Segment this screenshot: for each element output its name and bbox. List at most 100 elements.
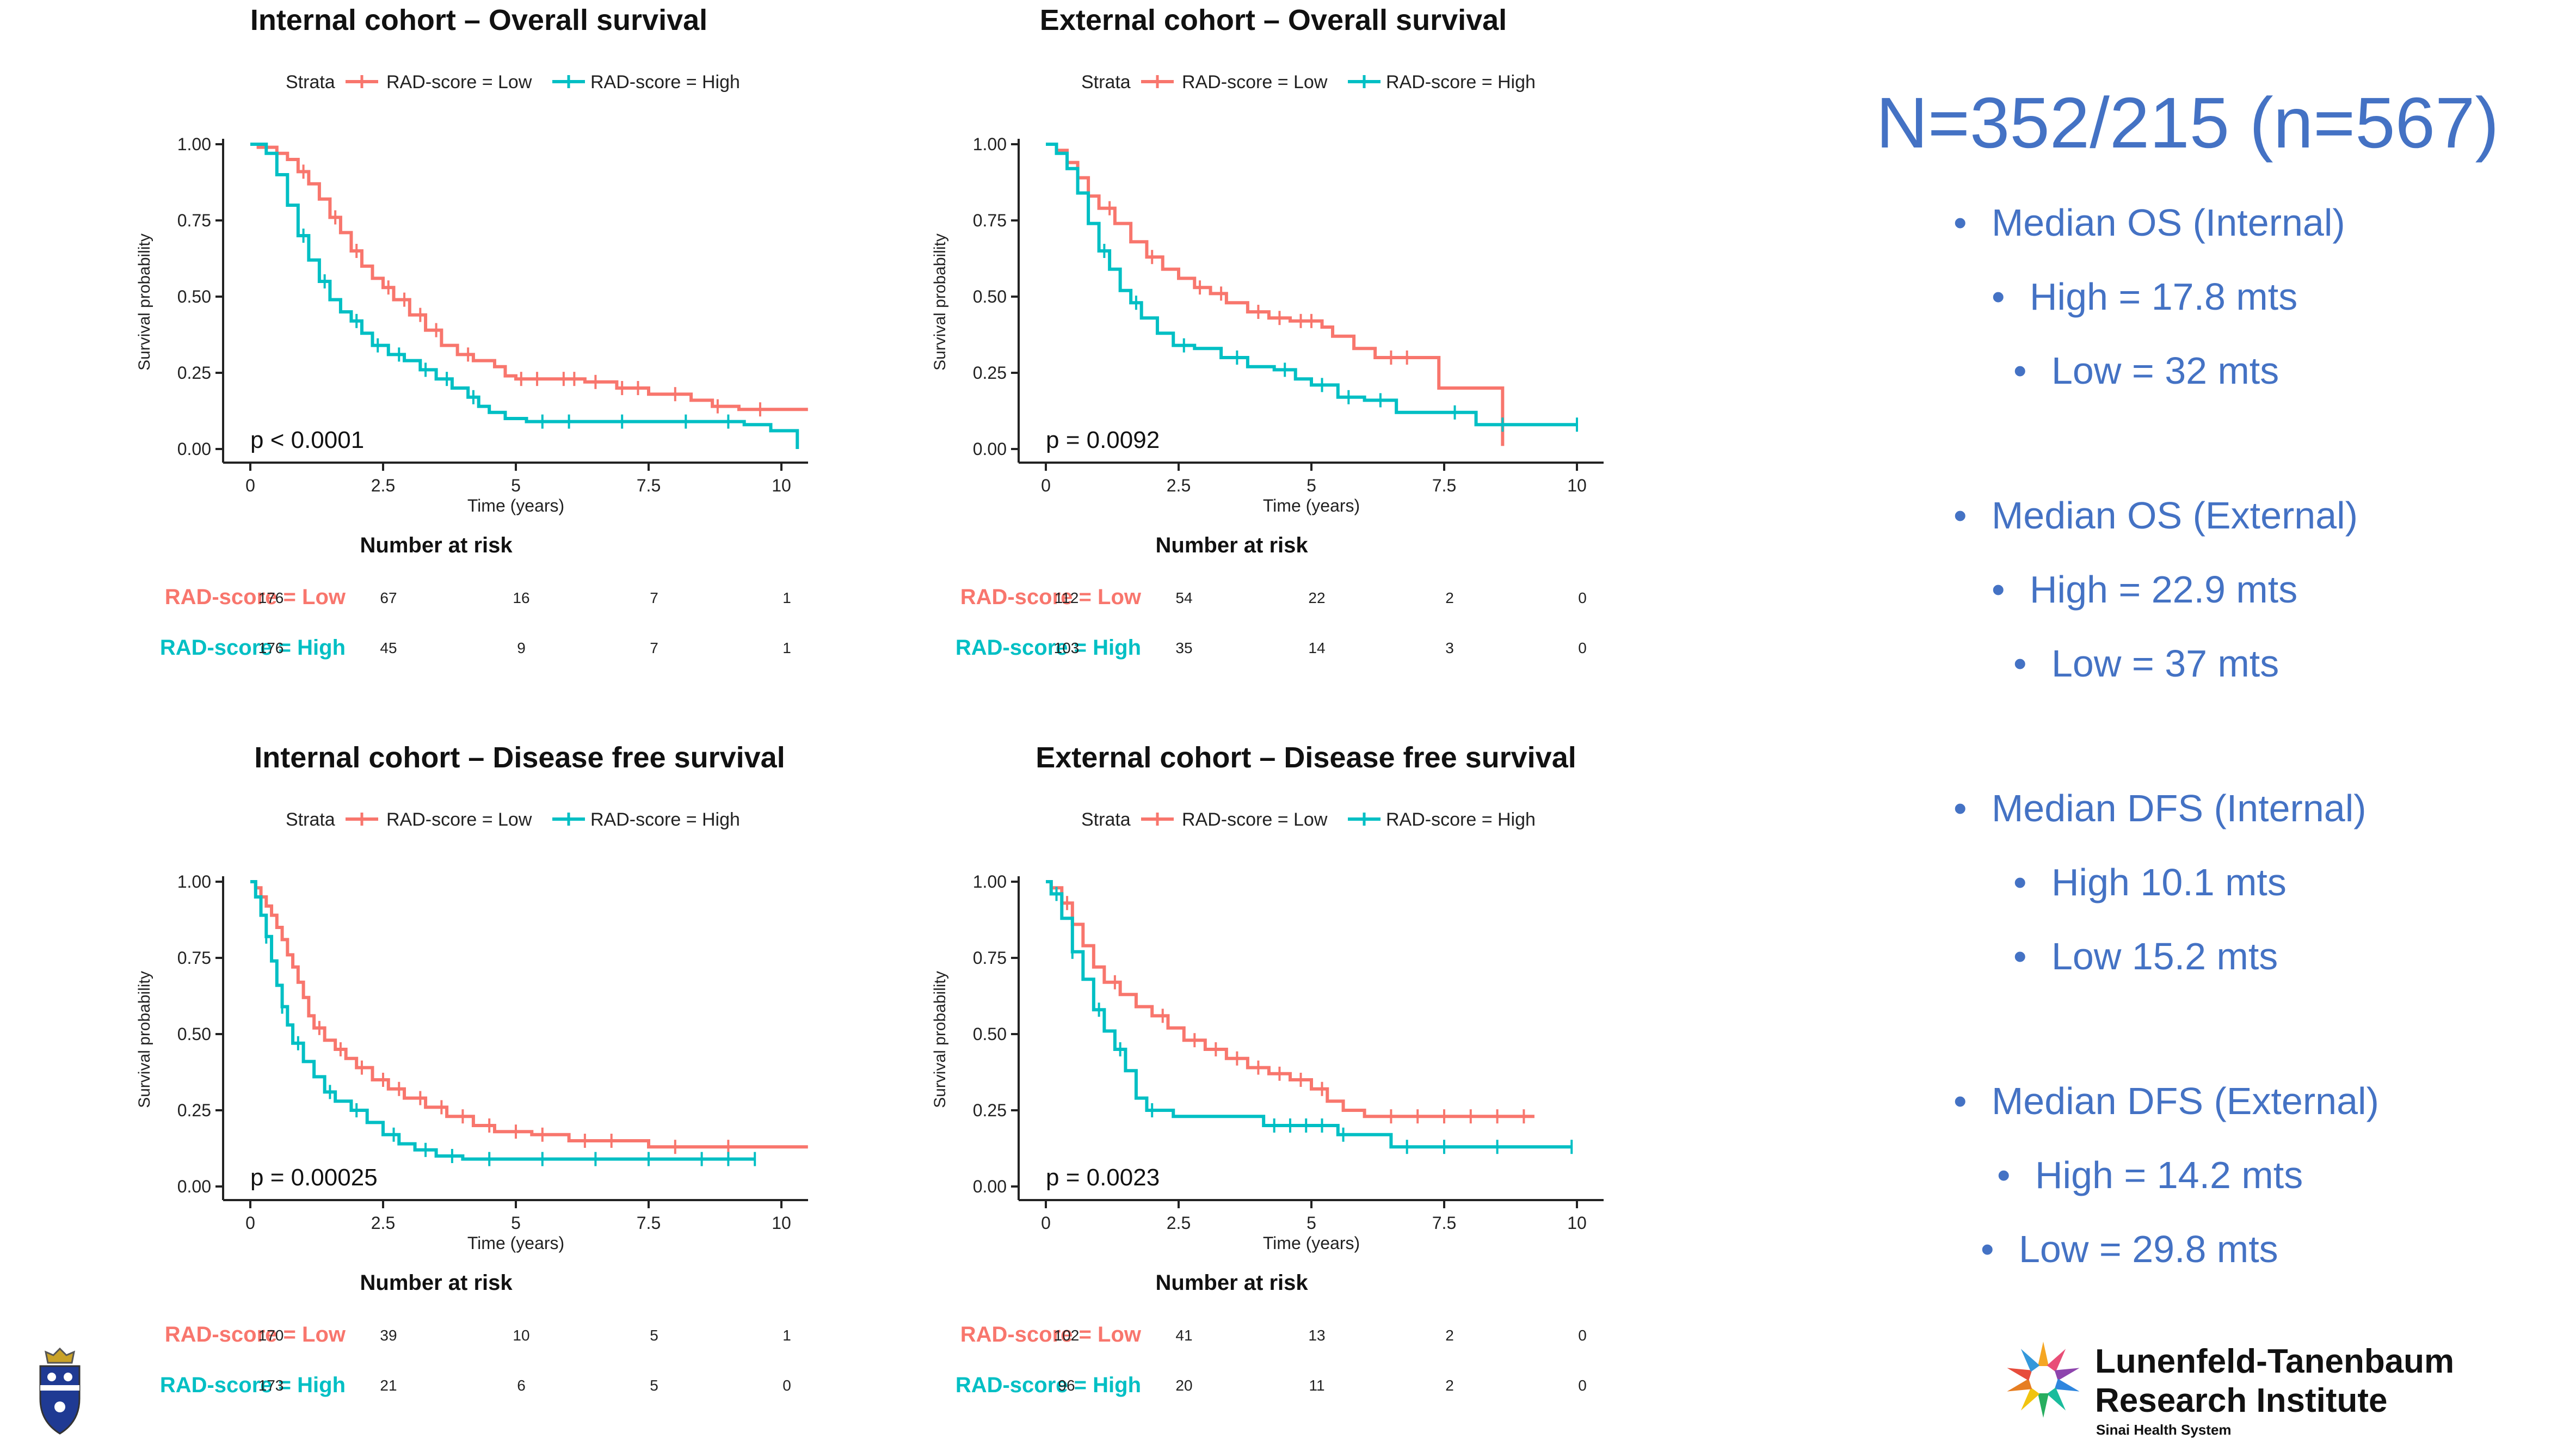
risk-count-high: 0 [1578, 640, 1587, 656]
x-tick-label: 2.5 [371, 476, 395, 495]
x-axis-label: Time (years) [1263, 496, 1360, 515]
y-tick-label: 0.00 [973, 1177, 1007, 1196]
summary-item-text: Median DFS (External) [1992, 1080, 2379, 1122]
y-tick-label: 0.25 [177, 1100, 211, 1120]
risk-count-high: 5 [650, 1377, 658, 1394]
x-tick-label: 7.5 [1432, 476, 1456, 495]
risk-count-low: 176 [258, 589, 284, 606]
km-panel-1: Internal cohort – Overall survival Strata… [135, 4, 808, 660]
legend-low-label: RAD-score = Low [1182, 72, 1328, 93]
x-tick-label: 10 [772, 476, 791, 495]
risk-count-low: 1 [782, 1327, 791, 1344]
chart-title: External cohort – Disease free survival [1036, 741, 1576, 774]
chart-title: External cohort – Overall survival [1040, 4, 1507, 36]
summary-panel: N=352/215 (n=567) • Median OS (Internal) •… [1812, 82, 2563, 1286]
km-curve-low [250, 880, 808, 1149]
x-tick-label: 10 [772, 1213, 791, 1233]
y-tick-label: 0.25 [973, 363, 1007, 383]
x-tick-label: 0 [245, 1213, 255, 1233]
summary-item: • High = 22.9 mts [1812, 552, 2563, 626]
risk-count-low: 1 [782, 589, 791, 606]
y-tick-label: 0.50 [973, 287, 1007, 306]
km-curve-high [1046, 880, 1572, 1149]
risk-table-title: Number at risk [360, 533, 513, 557]
x-tick-label: 5 [511, 476, 521, 495]
y-tick-label: 1.00 [177, 134, 211, 154]
y-axis-label: Survival probability [135, 233, 153, 371]
risk-count-low: 170 [258, 1327, 284, 1344]
bullet-icon: • [2013, 861, 2027, 903]
y-tick-label: 0.75 [973, 948, 1007, 968]
y-tick-label: 0.50 [177, 1024, 211, 1044]
legend-low-label: RAD-score = Low [386, 72, 532, 93]
bullet-icon: • [2013, 935, 2027, 977]
summary-item-text: Median DFS (Internal) [1992, 787, 2367, 829]
university-crest [33, 1344, 87, 1437]
x-axis-label: Time (years) [467, 496, 564, 515]
risk-count-high: 0 [782, 1377, 791, 1394]
summary-item-text: Low 15.2 mts [2051, 935, 2278, 977]
bullet-icon: • [2013, 642, 2027, 685]
summary-item: • Low = 32 mts [1812, 334, 2563, 408]
bullet-icon: • [1953, 1080, 1967, 1122]
km-panel-2: External cohort – Overall survival Strata… [931, 4, 1604, 660]
logo-name-line2: Research Institute [2095, 1382, 2388, 1419]
x-tick-label: 0 [245, 476, 255, 495]
x-tick-label: 7.5 [637, 476, 661, 495]
summary-list: • Median OS (Internal) • High = 17.8 mts • Lo… [1812, 186, 2563, 1286]
risk-count-high: 21 [380, 1377, 397, 1394]
x-tick-label: 0 [1041, 476, 1051, 495]
legend-strata-label: Strata [1081, 72, 1131, 93]
bullet-icon: • [1981, 1228, 1994, 1270]
risk-count-low: 13 [1308, 1327, 1325, 1344]
y-axis-label: Survival probability [135, 971, 153, 1108]
summary-headline: N=352/215 (n=567) [1876, 83, 2499, 163]
summary-item-text: Low = 37 mts [2051, 642, 2279, 685]
risk-low-label: RAD-score = Low [165, 585, 346, 609]
risk-count-high: 35 [1175, 640, 1192, 656]
risk-high-label: RAD-score = High [160, 1373, 346, 1397]
summary-item-text: Low = 29.8 mts [2019, 1228, 2278, 1270]
risk-count-high: 9 [517, 640, 526, 656]
y-tick-label: 0.00 [177, 1177, 211, 1196]
y-tick-label: 0.50 [177, 287, 211, 306]
summary-item: • High 10.1 mts [1812, 845, 2563, 919]
summary-item-text: Median OS (External) [1992, 494, 2358, 537]
km-curve-high [1046, 143, 1577, 427]
legend-strata-label: Strata [286, 809, 335, 830]
p-value-label: p = 0.00025 [250, 1164, 378, 1191]
y-tick-label: 0.00 [973, 439, 1007, 459]
summary-item: • High = 17.8 mts [1812, 260, 2563, 334]
summary-item-text: High = 14.2 mts [2035, 1154, 2303, 1196]
risk-low-label: RAD-score = Low [165, 1323, 346, 1346]
y-tick-label: 0.75 [973, 211, 1007, 230]
x-tick-label: 10 [1567, 476, 1587, 495]
y-tick-label: 0.75 [177, 211, 211, 230]
risk-high-label: RAD-score = High [956, 1373, 1141, 1397]
legend-low-label: RAD-score = Low [386, 809, 532, 830]
km-curve-low [1046, 143, 1505, 446]
risk-count-high: 2 [1445, 1377, 1454, 1394]
x-tick-label: 10 [1567, 1213, 1587, 1233]
summary-item: • High = 14.2 mts [1812, 1138, 2563, 1212]
chart-title: Internal cohort – Overall survival [250, 4, 707, 36]
legend-low-label: RAD-score = Low [1182, 809, 1328, 830]
y-tick-label: 0.75 [177, 948, 211, 968]
km-curve-high [250, 143, 799, 449]
km-curve-low [250, 143, 808, 411]
risk-count-high: 0 [1578, 1377, 1587, 1394]
km-curve-low [1046, 880, 1534, 1118]
bullet-icon: • [1953, 201, 1967, 244]
risk-count-low: 22 [1308, 589, 1325, 606]
chart-title: Internal cohort – Disease free survival [254, 741, 785, 774]
y-tick-label: 0.50 [973, 1024, 1007, 1044]
risk-table-title: Number at risk [1156, 1271, 1309, 1295]
summary-item: • Low = 37 mts [1812, 626, 2563, 700]
risk-low-label: RAD-score = Low [960, 585, 1142, 609]
legend-strata-label: Strata [286, 72, 335, 93]
y-tick-label: 0.25 [177, 363, 211, 383]
lunenfeld-tanenbaum-logo: Lunenfeld-Tanenbaum Research Institute S… [2002, 1339, 2465, 1438]
risk-count-high: 6 [517, 1377, 526, 1394]
